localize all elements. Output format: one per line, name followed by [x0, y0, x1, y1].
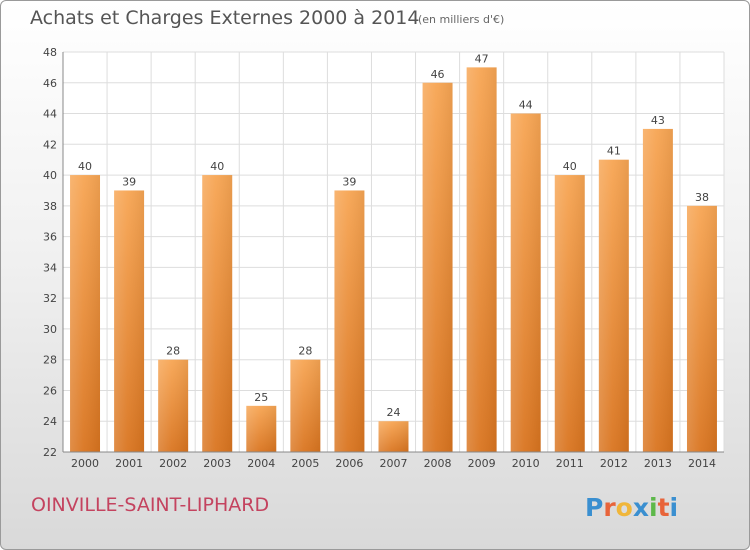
- x-tick-label: 2006: [335, 457, 363, 470]
- y-tick-label: 40: [43, 169, 57, 182]
- y-tick-label: 44: [43, 108, 57, 121]
- x-tick-label: 2013: [644, 457, 672, 470]
- bar-shading: [378, 421, 409, 452]
- chart-subtitle: (en milliers d'€): [418, 13, 505, 26]
- bar-value-label: 47: [475, 52, 489, 65]
- bar-shading: [642, 128, 673, 452]
- bar-shading: [554, 175, 585, 453]
- y-tick-label: 26: [43, 384, 57, 397]
- bar-value-label: 24: [387, 406, 401, 419]
- x-tick-label: 2000: [71, 457, 99, 470]
- x-tick-label: 2003: [203, 457, 231, 470]
- x-tick-label: 2009: [468, 457, 496, 470]
- x-tick-label: 2001: [115, 457, 143, 470]
- y-tick-label: 36: [43, 231, 57, 244]
- x-tick-label: 2011: [556, 457, 584, 470]
- bar-shading: [202, 175, 233, 453]
- bar-value-label: 38: [695, 191, 709, 204]
- bar-value-label: 25: [254, 391, 268, 404]
- x-tick-label: 2007: [380, 457, 408, 470]
- svg-text:Proxiti: Proxiti: [585, 493, 678, 522]
- commune-name: OINVILLE-SAINT-LIPHARD: [31, 494, 270, 516]
- bar-shading: [246, 405, 277, 452]
- bar-value-label: 40: [210, 160, 224, 173]
- x-tick-label: 2004: [247, 457, 275, 470]
- y-tick-label: 38: [43, 200, 57, 213]
- bar-value-label: 46: [431, 68, 445, 81]
- bar-value-label: 40: [563, 160, 577, 173]
- y-tick-label: 42: [43, 138, 57, 151]
- bar-shading: [70, 175, 101, 453]
- y-tick-label: 48: [43, 46, 57, 59]
- x-tick-label: 2012: [600, 457, 628, 470]
- y-tick-label: 22: [43, 446, 57, 459]
- bar-shading: [334, 190, 365, 452]
- bar-value-label: 39: [342, 175, 356, 188]
- x-tick-label: 2014: [688, 457, 716, 470]
- bar-shading: [466, 67, 497, 452]
- y-tick-label: 28: [43, 354, 57, 367]
- bar-value-label: 44: [519, 99, 533, 112]
- y-tick-label: 46: [43, 77, 57, 90]
- bar-shading: [510, 113, 541, 453]
- bar-shading: [598, 159, 629, 452]
- bar-value-label: 39: [122, 175, 136, 188]
- bar-value-label: 41: [607, 145, 621, 158]
- chart-title: Achats et Charges Externes 2000 à 2014: [30, 7, 420, 29]
- y-tick-label: 34: [43, 261, 57, 274]
- bar-shading: [114, 190, 145, 452]
- y-tick-label: 30: [43, 323, 57, 336]
- bar-shading: [686, 205, 717, 452]
- bar-shading: [422, 82, 453, 453]
- bar-value-label: 40: [78, 160, 92, 173]
- bar-shading: [290, 359, 321, 452]
- x-tick-label: 2008: [424, 457, 452, 470]
- y-tick-label: 24: [43, 415, 57, 428]
- proxiti-logo: Proxiti: [585, 493, 678, 522]
- bar-shading: [158, 359, 189, 452]
- x-tick-label: 2002: [159, 457, 187, 470]
- bar-value-label: 28: [298, 345, 312, 358]
- y-tick-label: 32: [43, 292, 57, 305]
- bar-value-label: 28: [166, 345, 180, 358]
- x-tick-label: 2005: [291, 457, 319, 470]
- x-tick-label: 2010: [512, 457, 540, 470]
- bar-value-label: 43: [651, 114, 665, 127]
